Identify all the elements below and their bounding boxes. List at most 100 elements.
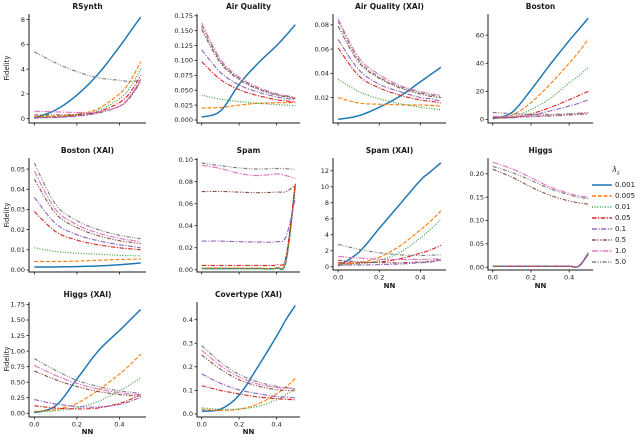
subplot-title-covertype-xai: Covertype (XAI) (214, 290, 283, 299)
series-line-5.0 (201, 162, 296, 170)
x-tick-label: 0.2 (526, 274, 536, 282)
series-line-0.001 (492, 17, 589, 120)
series-line-0.5 (337, 25, 441, 99)
series-line-0.1 (492, 252, 589, 268)
series-line-0.5 (492, 168, 589, 205)
series-line-0.05 (201, 385, 296, 401)
legend-entry: 1.0 (592, 246, 640, 257)
series-line-0.005 (34, 258, 141, 263)
y-tick-label: 40 (476, 59, 484, 67)
series-line-0.5 (201, 184, 296, 194)
series-line-0.1 (492, 99, 589, 119)
series-line-0.005 (201, 184, 296, 270)
y-tick-label: 0.4 (183, 316, 193, 324)
x-axis-label: NN (383, 282, 396, 290)
subplot-title-higgs-xai: Higgs (XAI) (63, 290, 112, 299)
x-tick-label: 0.2 (374, 274, 384, 282)
y-tick-label: 0.0 (183, 410, 193, 418)
y-tick-label: 0.04 (179, 222, 193, 230)
series-line-0.05 (201, 182, 296, 267)
y-tick-label: 60 (476, 31, 484, 39)
axes-spines (196, 158, 300, 273)
y-tick-label: 0.15 (470, 193, 484, 201)
series-line-5.0 (492, 165, 589, 200)
axes-spines (487, 158, 593, 271)
subplot-title-boston-xai: Boston (XAI) (60, 146, 115, 155)
series-line-0.05 (337, 47, 441, 104)
legend-line-icon (592, 184, 612, 186)
y-tick-label: 0.025 (174, 101, 193, 109)
legend-line-icon (592, 228, 612, 230)
x-tick-label: 0.4 (564, 274, 574, 282)
y-tick-label: 0.50 (11, 378, 25, 386)
y-tick-label: 0.125 (174, 42, 193, 50)
series-line-0.01 (492, 66, 589, 119)
legend-entry: 5.0 (592, 257, 640, 268)
y-tick-label: 0 (21, 115, 25, 123)
legend-line-icon (592, 206, 612, 208)
series-line-0.1 (34, 79, 142, 119)
subplot-title-higgs: Higgs (528, 146, 553, 155)
series-line-0.05 (34, 75, 142, 118)
y-tick-label: 0.175 (174, 12, 193, 20)
series-line-0.005 (201, 101, 296, 109)
y-tick-label: 0.02 (315, 94, 329, 102)
y-tick-label: 0.10 (470, 217, 484, 225)
legend: λs 0.001 0.005 0.01 0.05 0.1 0.5 1.0 5.0 (592, 165, 640, 268)
series-line-1.0 (34, 364, 141, 396)
legend-entry: 0.01 (592, 202, 640, 213)
y-tick-label: 0 (480, 116, 484, 124)
y-tick-label: 2 (21, 90, 25, 98)
y-tick-label: 0.04 (11, 185, 25, 193)
y-tick-label: 0.75 (11, 363, 25, 371)
y-tick-label: 0.000 (174, 116, 193, 124)
y-tick-label: 0.02 (179, 244, 193, 252)
legend-title: λs (612, 165, 620, 177)
series-line-1.0 (338, 255, 441, 261)
series-line-1.0 (337, 18, 441, 96)
y-axis-label: Fidelity (3, 55, 11, 81)
series-line-0.001 (337, 66, 442, 121)
series-line-0.001 (34, 16, 142, 119)
y-tick-label: 0.20 (470, 170, 484, 178)
series-line-0.1 (34, 396, 141, 408)
series-line-0.5 (201, 354, 296, 392)
series-line-0.005 (492, 38, 589, 119)
y-tick-label: 0.02 (11, 226, 25, 234)
y-tick-label: 10 (321, 183, 329, 191)
series-line-0.005 (201, 378, 296, 411)
series-line-0.001 (492, 253, 589, 268)
series-line-5.0 (34, 358, 141, 394)
series-line-0.05 (33, 211, 141, 251)
x-axis-label: NN (81, 428, 94, 436)
y-axis-label: Fidelity (3, 202, 11, 228)
x-tick-label: 0.2 (72, 421, 82, 429)
y-tick-label: 0.06 (315, 45, 329, 53)
x-tick-label: 0.0 (29, 421, 39, 429)
x-tick-label: 0.4 (114, 421, 124, 429)
series-line-0.01 (34, 68, 142, 118)
series-line-0.01 (337, 78, 441, 111)
y-tick-label: 1.75 (11, 301, 25, 309)
y-tick-label: 1.25 (11, 332, 25, 340)
x-axis-label: NN (534, 282, 547, 290)
series-line-5.0 (492, 111, 589, 116)
series-line-5.0 (201, 345, 296, 390)
y-axis-label: Fidelity (3, 346, 11, 372)
series-line-0.1 (337, 39, 442, 102)
subplot-title-rsynth: RSynth (72, 2, 103, 11)
axes-spines (28, 14, 146, 124)
series-line-0.001 (34, 308, 142, 414)
subplot-title-spam: Spam (236, 146, 261, 155)
series-line-0.01 (34, 377, 142, 413)
subplot-title-air-quality: Air Quality (225, 2, 272, 11)
x-tick-label: 0.4 (415, 274, 425, 282)
y-tick-label: 1.00 (11, 347, 25, 355)
y-tick-label: 4 (325, 231, 329, 239)
axes-spines (196, 14, 300, 124)
y-tick-label: 0.075 (174, 72, 193, 80)
y-tick-label: 0.2 (183, 363, 193, 371)
x-tick-label: 0.0 (333, 274, 343, 282)
series-line-0.5 (492, 113, 589, 118)
y-tick-label: 0.100 (174, 57, 193, 65)
